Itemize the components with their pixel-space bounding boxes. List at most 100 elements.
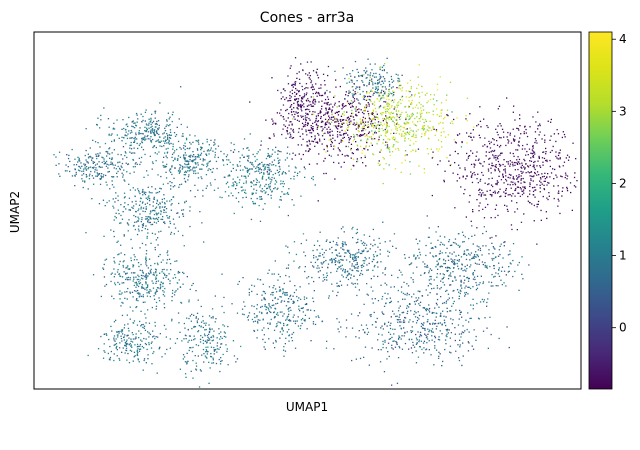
scatter-point (337, 120, 339, 123)
scatter-point (399, 314, 401, 316)
scatter-point (566, 186, 568, 189)
scatter-point (464, 287, 466, 289)
scatter-point (241, 206, 243, 208)
scatter-point (478, 210, 480, 212)
scatter-point (436, 83, 439, 85)
scatter-point (509, 250, 511, 252)
scatter-point (325, 276, 327, 278)
scatter-point (450, 318, 452, 320)
scatter-point (386, 125, 388, 127)
scatter-point (449, 252, 451, 254)
scatter-point (141, 224, 144, 226)
scatter-point (342, 244, 344, 246)
scatter-point (173, 132, 176, 134)
scatter-point (152, 129, 154, 131)
scatter-point (433, 104, 435, 106)
scatter-point (158, 124, 160, 127)
scatter-point (361, 149, 364, 152)
scatter-point (435, 322, 437, 325)
scatter-point (173, 233, 175, 235)
scatter-point (129, 172, 131, 175)
scatter-point (150, 140, 152, 142)
scatter-point (359, 88, 361, 90)
scatter-point (420, 110, 423, 112)
scatter-point (377, 123, 379, 126)
scatter-point (415, 343, 418, 345)
scatter-point (176, 212, 178, 214)
scatter-point (406, 305, 408, 307)
scatter-point (337, 268, 339, 270)
scatter-point (232, 167, 234, 170)
scatter-point (532, 150, 534, 152)
scatter-point (170, 233, 172, 235)
scatter-point (96, 175, 98, 177)
scatter-point (201, 147, 203, 149)
scatter-point (372, 102, 374, 105)
scatter-point (482, 282, 484, 285)
scatter-point (403, 135, 405, 137)
scatter-point (461, 141, 463, 143)
scatter-point (354, 267, 356, 269)
scatter-point (142, 133, 144, 135)
scatter-point (270, 181, 272, 183)
scatter-point (278, 165, 280, 168)
scatter-point (309, 75, 311, 77)
scatter-point (114, 273, 116, 275)
scatter-point (389, 297, 391, 299)
scatter-point (346, 111, 348, 113)
scatter-point (294, 320, 297, 322)
scatter-point (298, 305, 300, 307)
scatter-point (454, 259, 456, 261)
scatter-point (151, 186, 153, 188)
scatter-point (358, 130, 360, 133)
scatter-point (426, 338, 429, 340)
scatter-point (411, 99, 413, 102)
scatter-point (376, 261, 378, 264)
scatter-point (332, 137, 334, 139)
scatter-point (295, 167, 297, 169)
scatter-point (357, 135, 359, 137)
scatter-point (348, 102, 350, 105)
scatter-point (127, 230, 129, 232)
scatter-point (200, 147, 203, 150)
scatter-point (113, 260, 115, 262)
scatter-point (467, 157, 469, 159)
scatter-point (545, 151, 547, 153)
scatter-point (364, 256, 366, 259)
scatter-point (445, 343, 447, 345)
scatter-point (154, 246, 156, 249)
scatter-point (394, 139, 396, 141)
scatter-point (187, 163, 189, 166)
scatter-point (144, 137, 146, 139)
scatter-point (191, 169, 193, 171)
scatter-point (353, 100, 356, 102)
scatter-point (305, 130, 307, 133)
scatter-point (162, 216, 164, 218)
scatter-point (327, 101, 329, 104)
scatter-point (100, 175, 102, 177)
scatter-point (348, 77, 350, 80)
scatter-point (342, 119, 344, 121)
scatter-point (355, 258, 357, 260)
scatter-point (207, 149, 209, 151)
scatter-point (467, 350, 470, 352)
scatter-point (423, 128, 425, 131)
scatter-point (205, 187, 207, 189)
scatter-point (153, 218, 155, 220)
scatter-point (163, 295, 166, 297)
scatter-point (117, 153, 119, 156)
scatter-point (430, 242, 432, 244)
scatter-point (405, 134, 407, 136)
scatter-point (142, 301, 144, 303)
scatter-point (111, 163, 113, 165)
scatter-point (418, 339, 420, 341)
scatter-point (495, 204, 498, 206)
scatter-point (478, 263, 480, 265)
scatter-point (164, 166, 166, 168)
scatter-point (413, 293, 415, 295)
scatter-point (338, 321, 340, 323)
scatter-point (505, 175, 507, 177)
scatter-point (428, 111, 430, 114)
scatter-point (137, 278, 139, 281)
scatter-point (366, 250, 368, 253)
